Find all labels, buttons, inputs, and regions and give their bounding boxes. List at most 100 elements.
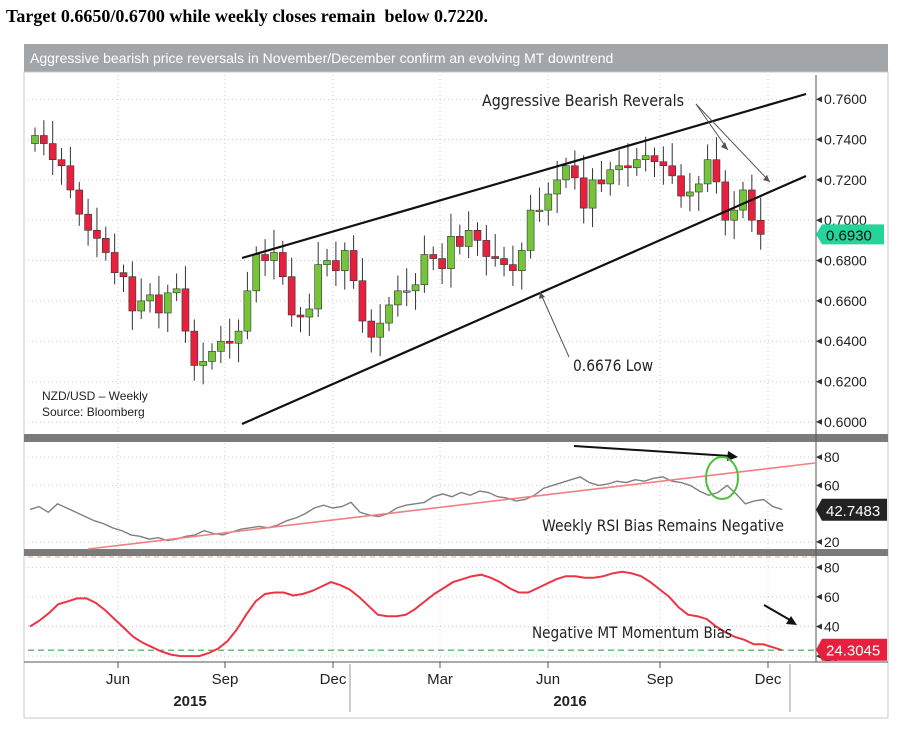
candle bbox=[579, 177, 588, 209]
candle bbox=[217, 340, 225, 352]
y-tick-label: 0.7400 bbox=[824, 132, 867, 148]
candle bbox=[500, 258, 508, 265]
rsi-title: Weekly RSI Bias Remains Negative bbox=[542, 516, 784, 535]
candle bbox=[31, 135, 39, 144]
rsi-last-label: 42.7483 bbox=[826, 503, 880, 520]
candle bbox=[703, 159, 712, 185]
candle bbox=[199, 361, 207, 366]
candle bbox=[491, 256, 500, 259]
momentum-panel: Negative MT Momentum Bias bbox=[28, 556, 815, 658]
candle bbox=[181, 288, 190, 332]
candle bbox=[305, 308, 314, 318]
candle bbox=[225, 340, 234, 344]
candle bbox=[535, 209, 544, 212]
y-tick-mark bbox=[816, 538, 822, 545]
candle bbox=[588, 179, 597, 209]
x-tick-label: Sep bbox=[647, 671, 674, 688]
y-tick-label: 0.6600 bbox=[824, 293, 867, 309]
candle bbox=[110, 252, 119, 273]
candle bbox=[473, 230, 482, 241]
candle bbox=[730, 209, 738, 221]
candle bbox=[57, 159, 66, 167]
y-tick-mark bbox=[816, 338, 822, 345]
candle bbox=[252, 254, 261, 292]
arrow-head bbox=[763, 175, 770, 182]
candle bbox=[93, 230, 101, 239]
y-tick-mark bbox=[816, 136, 822, 143]
candle bbox=[686, 191, 694, 197]
y-tick-label: 0.6400 bbox=[824, 333, 867, 349]
momentum-title: Negative MT Momentum Bias bbox=[532, 623, 732, 642]
annotation-label: 0.6676 Low bbox=[573, 356, 653, 375]
candle bbox=[748, 189, 756, 221]
candle bbox=[340, 250, 349, 271]
candle bbox=[526, 209, 535, 251]
y-tick-label: 40 bbox=[824, 619, 840, 635]
x-tick-label: Jun bbox=[106, 671, 130, 688]
panel-separator bbox=[24, 434, 888, 442]
candle bbox=[677, 175, 685, 197]
arrow-head bbox=[539, 292, 545, 299]
rsi-panel: Weekly RSI Bias Remains Negative bbox=[29, 445, 816, 550]
candle bbox=[358, 280, 367, 322]
candle bbox=[411, 284, 420, 292]
candle bbox=[420, 254, 429, 286]
last-price-tag bbox=[816, 224, 884, 245]
axes: 0.7600 0.7400 0.7200 0.7000 0.6800 0.6600 0.64… bbox=[24, 75, 888, 712]
highlight-ellipse bbox=[705, 456, 739, 500]
candle bbox=[544, 193, 553, 211]
annotation-arrow bbox=[539, 291, 570, 358]
candle bbox=[155, 294, 163, 314]
y-tick-label: 0.7200 bbox=[824, 172, 867, 188]
candle bbox=[376, 322, 384, 338]
y-tick-label: 60 bbox=[824, 589, 840, 605]
y-tick-mark bbox=[816, 623, 822, 630]
momentum-last-tag bbox=[816, 638, 887, 661]
y-tick-mark bbox=[816, 176, 822, 183]
candle bbox=[385, 304, 393, 324]
annotation-arrow bbox=[695, 103, 729, 151]
y-tick-label: 80 bbox=[824, 449, 840, 465]
candle bbox=[668, 165, 677, 177]
chart-banner: Aggressive bearish price reversals in No… bbox=[24, 44, 888, 72]
candle bbox=[597, 179, 606, 185]
year-label: 2016 bbox=[553, 693, 586, 710]
candle bbox=[190, 330, 199, 366]
y-tick-label: 0.7000 bbox=[824, 212, 867, 228]
candle bbox=[40, 135, 48, 144]
candle bbox=[163, 292, 172, 314]
candle bbox=[624, 165, 632, 169]
rsi-line bbox=[29, 476, 783, 542]
y-tick-mark bbox=[816, 257, 822, 264]
candle bbox=[712, 159, 721, 183]
candle bbox=[66, 165, 75, 191]
annotation-arrow bbox=[695, 103, 771, 183]
annotation-label: Aggressive Bearish Reverals bbox=[482, 91, 684, 110]
panel-separator bbox=[24, 549, 888, 556]
candle bbox=[119, 272, 128, 277]
price-panel bbox=[31, 92, 807, 426]
candle bbox=[517, 250, 526, 271]
candle bbox=[234, 330, 243, 344]
candle bbox=[615, 165, 623, 171]
chart-frame bbox=[23, 71, 889, 719]
candle bbox=[562, 165, 570, 181]
candle bbox=[314, 264, 323, 310]
candle bbox=[172, 288, 181, 294]
candle bbox=[429, 254, 438, 259]
candle bbox=[332, 260, 340, 271]
candle bbox=[349, 250, 358, 282]
y-tick-label: 20 bbox=[824, 534, 840, 550]
candle bbox=[296, 314, 305, 318]
momentum-line bbox=[29, 570, 783, 658]
x-tick-label: Dec bbox=[320, 671, 347, 688]
candle bbox=[278, 252, 287, 277]
arrow-head bbox=[786, 616, 797, 625]
y-tick-mark bbox=[816, 418, 822, 425]
candle bbox=[137, 300, 145, 312]
candle bbox=[721, 181, 730, 221]
candle bbox=[146, 294, 154, 302]
y-tick-mark bbox=[816, 593, 822, 600]
last-price-label: 0.6930 bbox=[826, 227, 872, 244]
